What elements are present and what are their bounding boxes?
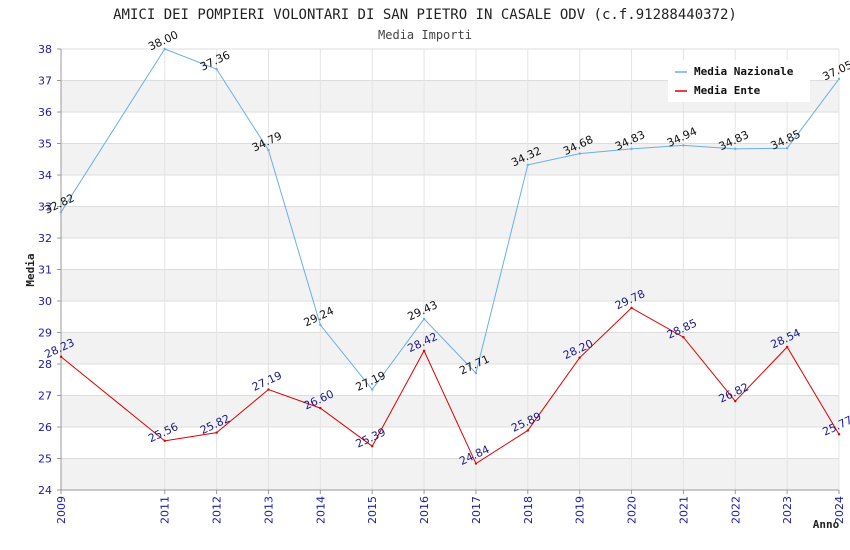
- data-label: 37.05: [820, 58, 850, 83]
- data-label: 37.36: [198, 48, 232, 73]
- chart-title: AMICI DEI POMPIERI VOLONTARI DI SAN PIET…: [113, 7, 737, 23]
- y-tick-label: 33: [38, 201, 52, 214]
- data-point: [734, 399, 737, 403]
- data-point: [785, 345, 789, 349]
- data-point: [163, 47, 166, 51]
- chart-subtitle: Media Importi: [378, 28, 472, 42]
- x-axis-title: Anno: [813, 518, 840, 531]
- y-tick-label: 31: [38, 264, 52, 277]
- data-point: [630, 147, 633, 151]
- data-point: [59, 210, 63, 214]
- y-tick-label: 30: [38, 295, 52, 308]
- x-tick-label: 2011: [159, 496, 172, 524]
- x-tick-label: 2021: [677, 496, 690, 524]
- data-point: [215, 67, 218, 71]
- y-tick-label: 28: [38, 358, 52, 371]
- legend-background: [668, 60, 810, 102]
- data-label: 29.43: [406, 298, 440, 323]
- data-point: [682, 336, 685, 339]
- data-point: [630, 306, 633, 310]
- x-tick-label: 2024: [833, 496, 846, 524]
- y-tick-labels: 24 25 26 27 28 29 30 31 32 33 34 35 36 37 38: [38, 43, 52, 497]
- y-tick-label: 35: [38, 138, 52, 151]
- x-tick-label: 2013: [262, 496, 275, 524]
- data-point: [267, 148, 270, 152]
- x-tick-label: 2020: [626, 496, 639, 524]
- legend: Media Nazionale Media Ente: [668, 60, 810, 102]
- grid-band: [61, 206, 839, 238]
- grid-band: [61, 332, 839, 364]
- series-line-media-ente: [60, 307, 840, 465]
- data-point: [837, 77, 841, 81]
- data-point: [267, 388, 270, 391]
- data-point: [578, 356, 581, 359]
- data-point: [578, 152, 581, 155]
- x-tick-label: 2009: [55, 496, 68, 524]
- x-tick-label: 2014: [314, 496, 327, 524]
- data-point: [682, 144, 685, 147]
- x-tick-label: 2018: [522, 496, 535, 524]
- data-point: [163, 439, 166, 443]
- data-point: [422, 349, 426, 352]
- data-point: [474, 371, 478, 375]
- data-point: [319, 406, 322, 410]
- grid-band: [61, 269, 839, 301]
- data-point: [371, 388, 374, 391]
- x-tick-label: 2016: [418, 496, 431, 524]
- y-axis-title: Media: [24, 253, 37, 286]
- legend-label-media-nazionale: Media Nazionale: [694, 65, 794, 78]
- x-tick-label: 2015: [366, 496, 379, 524]
- x-tick-label: 2023: [781, 496, 794, 524]
- data-label: 29.24: [302, 304, 336, 329]
- x-tick-labels: 2009 2011 2012 2013 2014 2015 2016 2017 2018 2019…: [55, 496, 846, 524]
- y-tick-label: 37: [38, 75, 52, 88]
- y-tick-label: 29: [38, 327, 52, 340]
- x-tick-label: 2022: [729, 496, 742, 524]
- grid-band: [61, 143, 839, 175]
- y-tick-label: 36: [38, 106, 52, 119]
- data-label: 25.39: [354, 425, 388, 450]
- data-point: [474, 462, 478, 465]
- data-point: [59, 355, 63, 358]
- y-tick-label: 32: [38, 232, 52, 245]
- data-point: [526, 429, 529, 432]
- axes: [57, 48, 840, 494]
- data-point: [319, 323, 322, 327]
- data-point: [371, 445, 374, 448]
- x-tick-label: 2017: [470, 496, 483, 524]
- data-point: [734, 147, 737, 151]
- y-tick-label: 25: [38, 453, 52, 466]
- x-tick-label: 2012: [211, 496, 224, 524]
- grid-bands: [61, 80, 839, 490]
- series-lines: [59, 47, 841, 465]
- x-tick-label: 2019: [574, 496, 587, 524]
- data-point: [837, 433, 841, 436]
- data-point: [526, 163, 529, 167]
- data-point: [215, 431, 218, 434]
- legend-label-media-ente: Media Ente: [694, 84, 761, 97]
- data-label: 38.00: [146, 28, 180, 53]
- grid-band: [61, 395, 839, 427]
- y-tick-label: 26: [38, 421, 52, 434]
- grid-band: [61, 458, 839, 490]
- y-tick-label: 38: [38, 43, 52, 56]
- data-point: [785, 147, 789, 150]
- y-tick-label: 24: [38, 484, 52, 497]
- y-tick-label: 34: [38, 169, 52, 182]
- data-point: [422, 317, 426, 321]
- y-tick-label: 27: [38, 390, 52, 403]
